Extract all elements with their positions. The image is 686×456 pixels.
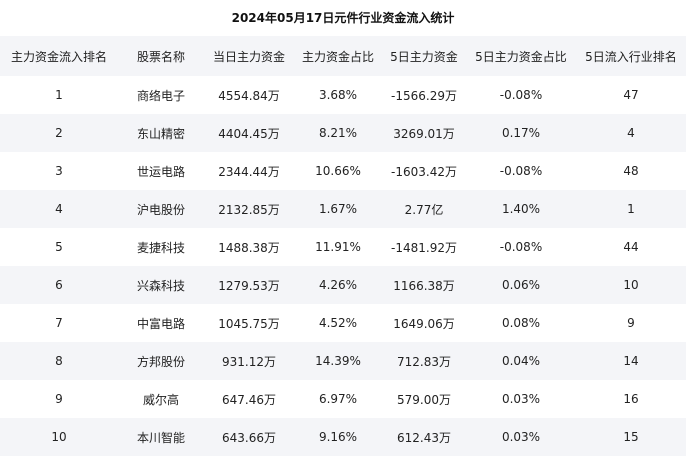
cell-5day-main-capital: 2.77亿 xyxy=(382,190,466,228)
cell-5day-main-capital-ratio: 0.03% xyxy=(466,418,576,456)
table-row: 6 兴森科技 1279.53万 4.26% 1166.38万 0.06% 10 xyxy=(0,266,686,304)
cell-5day-industry-rank: 10 xyxy=(576,266,686,304)
cell-rank: 3 xyxy=(0,152,118,190)
table-header-row: 主力资金流入排名 股票名称 当日主力资金 主力资金占比 5日主力资金 5日主力资… xyxy=(0,36,686,76)
cell-5day-main-capital: 1649.06万 xyxy=(382,304,466,342)
column-header-daily-main-capital: 当日主力资金 xyxy=(204,36,294,76)
table-row: 5 麦捷科技 1488.38万 11.91% -1481.92万 -0.08% … xyxy=(0,228,686,266)
cell-daily-main-capital: 931.12万 xyxy=(204,342,294,380)
cell-rank: 7 xyxy=(0,304,118,342)
column-header-5day-main-capital: 5日主力资金 xyxy=(382,36,466,76)
cell-main-capital-ratio: 10.66% xyxy=(294,152,382,190)
page-title: 2024年05月17日元件行业资金流入统计 xyxy=(231,11,455,25)
cell-5day-main-capital-ratio: 0.03% xyxy=(466,380,576,418)
cell-stock-name: 东山精密 xyxy=(118,114,204,152)
cell-stock-name: 本川智能 xyxy=(118,418,204,456)
cell-rank: 9 xyxy=(0,380,118,418)
cell-stock-name: 兴森科技 xyxy=(118,266,204,304)
cell-main-capital-ratio: 11.91% xyxy=(294,228,382,266)
table-row: 2 东山精密 4404.45万 8.21% 3269.01万 0.17% 4 xyxy=(0,114,686,152)
table-row: 3 世运电路 2344.44万 10.66% -1603.42万 -0.08% … xyxy=(0,152,686,190)
cell-rank: 10 xyxy=(0,418,118,456)
cell-5day-main-capital-ratio: -0.08% xyxy=(466,76,576,114)
cell-5day-main-capital-ratio: 0.08% xyxy=(466,304,576,342)
column-header-stock-name: 股票名称 xyxy=(118,36,204,76)
table-row: 7 中富电路 1045.75万 4.52% 1649.06万 0.08% 9 xyxy=(0,304,686,342)
cell-main-capital-ratio: 6.97% xyxy=(294,380,382,418)
cell-rank: 1 xyxy=(0,76,118,114)
cell-5day-main-capital-ratio: 1.40% xyxy=(466,190,576,228)
cell-stock-name: 威尔高 xyxy=(118,380,204,418)
cell-5day-main-capital-ratio: 0.17% xyxy=(466,114,576,152)
table-row: 9 威尔高 647.46万 6.97% 579.00万 0.03% 16 xyxy=(0,380,686,418)
cell-rank: 4 xyxy=(0,190,118,228)
cell-5day-industry-rank: 1 xyxy=(576,190,686,228)
cell-5day-industry-rank: 48 xyxy=(576,152,686,190)
column-header-5day-industry-rank: 5日流入行业排名 xyxy=(576,36,686,76)
cell-rank: 8 xyxy=(0,342,118,380)
cell-5day-industry-rank: 16 xyxy=(576,380,686,418)
cell-5day-main-capital-ratio: 0.06% xyxy=(466,266,576,304)
cell-daily-main-capital: 647.46万 xyxy=(204,380,294,418)
column-header-rank: 主力资金流入排名 xyxy=(0,36,118,76)
cell-5day-main-capital: 612.43万 xyxy=(382,418,466,456)
cell-5day-main-capital: 579.00万 xyxy=(382,380,466,418)
cell-rank: 5 xyxy=(0,228,118,266)
cell-stock-name: 方邦股份 xyxy=(118,342,204,380)
cell-rank: 6 xyxy=(0,266,118,304)
table-row: 10 本川智能 643.66万 9.16% 612.43万 0.03% 15 xyxy=(0,418,686,456)
cell-5day-industry-rank: 9 xyxy=(576,304,686,342)
column-header-5day-main-capital-ratio: 5日主力资金占比 xyxy=(466,36,576,76)
cell-stock-name: 麦捷科技 xyxy=(118,228,204,266)
cell-5day-main-capital: 712.83万 xyxy=(382,342,466,380)
cell-daily-main-capital: 2132.85万 xyxy=(204,190,294,228)
cell-main-capital-ratio: 14.39% xyxy=(294,342,382,380)
cell-5day-industry-rank: 15 xyxy=(576,418,686,456)
cell-daily-main-capital: 1045.75万 xyxy=(204,304,294,342)
cell-daily-main-capital: 1279.53万 xyxy=(204,266,294,304)
cell-daily-main-capital: 1488.38万 xyxy=(204,228,294,266)
cell-5day-main-capital: -1481.92万 xyxy=(382,228,466,266)
cell-daily-main-capital: 4404.45万 xyxy=(204,114,294,152)
cell-daily-main-capital: 643.66万 xyxy=(204,418,294,456)
column-header-main-capital-ratio: 主力资金占比 xyxy=(294,36,382,76)
cell-daily-main-capital: 4554.84万 xyxy=(204,76,294,114)
cell-stock-name: 沪电股份 xyxy=(118,190,204,228)
table-row: 4 沪电股份 2132.85万 1.67% 2.77亿 1.40% 1 xyxy=(0,190,686,228)
cell-5day-industry-rank: 4 xyxy=(576,114,686,152)
cell-daily-main-capital: 2344.44万 xyxy=(204,152,294,190)
capital-flow-table: 主力资金流入排名 股票名称 当日主力资金 主力资金占比 5日主力资金 5日主力资… xyxy=(0,36,686,456)
cell-5day-industry-rank: 14 xyxy=(576,342,686,380)
table-row: 1 商络电子 4554.84万 3.68% -1566.29万 -0.08% 4… xyxy=(0,76,686,114)
cell-5day-main-capital-ratio: -0.08% xyxy=(466,228,576,266)
cell-5day-main-capital-ratio: -0.08% xyxy=(466,152,576,190)
cell-5day-main-capital: 3269.01万 xyxy=(382,114,466,152)
cell-main-capital-ratio: 4.26% xyxy=(294,266,382,304)
cell-5day-main-capital-ratio: 0.04% xyxy=(466,342,576,380)
cell-5day-main-capital: -1566.29万 xyxy=(382,76,466,114)
cell-main-capital-ratio: 3.68% xyxy=(294,76,382,114)
cell-stock-name: 中富电路 xyxy=(118,304,204,342)
cell-main-capital-ratio: 9.16% xyxy=(294,418,382,456)
cell-main-capital-ratio: 4.52% xyxy=(294,304,382,342)
cell-5day-industry-rank: 44 xyxy=(576,228,686,266)
cell-stock-name: 商络电子 xyxy=(118,76,204,114)
cell-main-capital-ratio: 8.21% xyxy=(294,114,382,152)
cell-rank: 2 xyxy=(0,114,118,152)
table-row: 8 方邦股份 931.12万 14.39% 712.83万 0.04% 14 xyxy=(0,342,686,380)
cell-5day-main-capital: 1166.38万 xyxy=(382,266,466,304)
cell-5day-industry-rank: 47 xyxy=(576,76,686,114)
cell-main-capital-ratio: 1.67% xyxy=(294,190,382,228)
cell-5day-main-capital: -1603.42万 xyxy=(382,152,466,190)
cell-stock-name: 世运电路 xyxy=(118,152,204,190)
